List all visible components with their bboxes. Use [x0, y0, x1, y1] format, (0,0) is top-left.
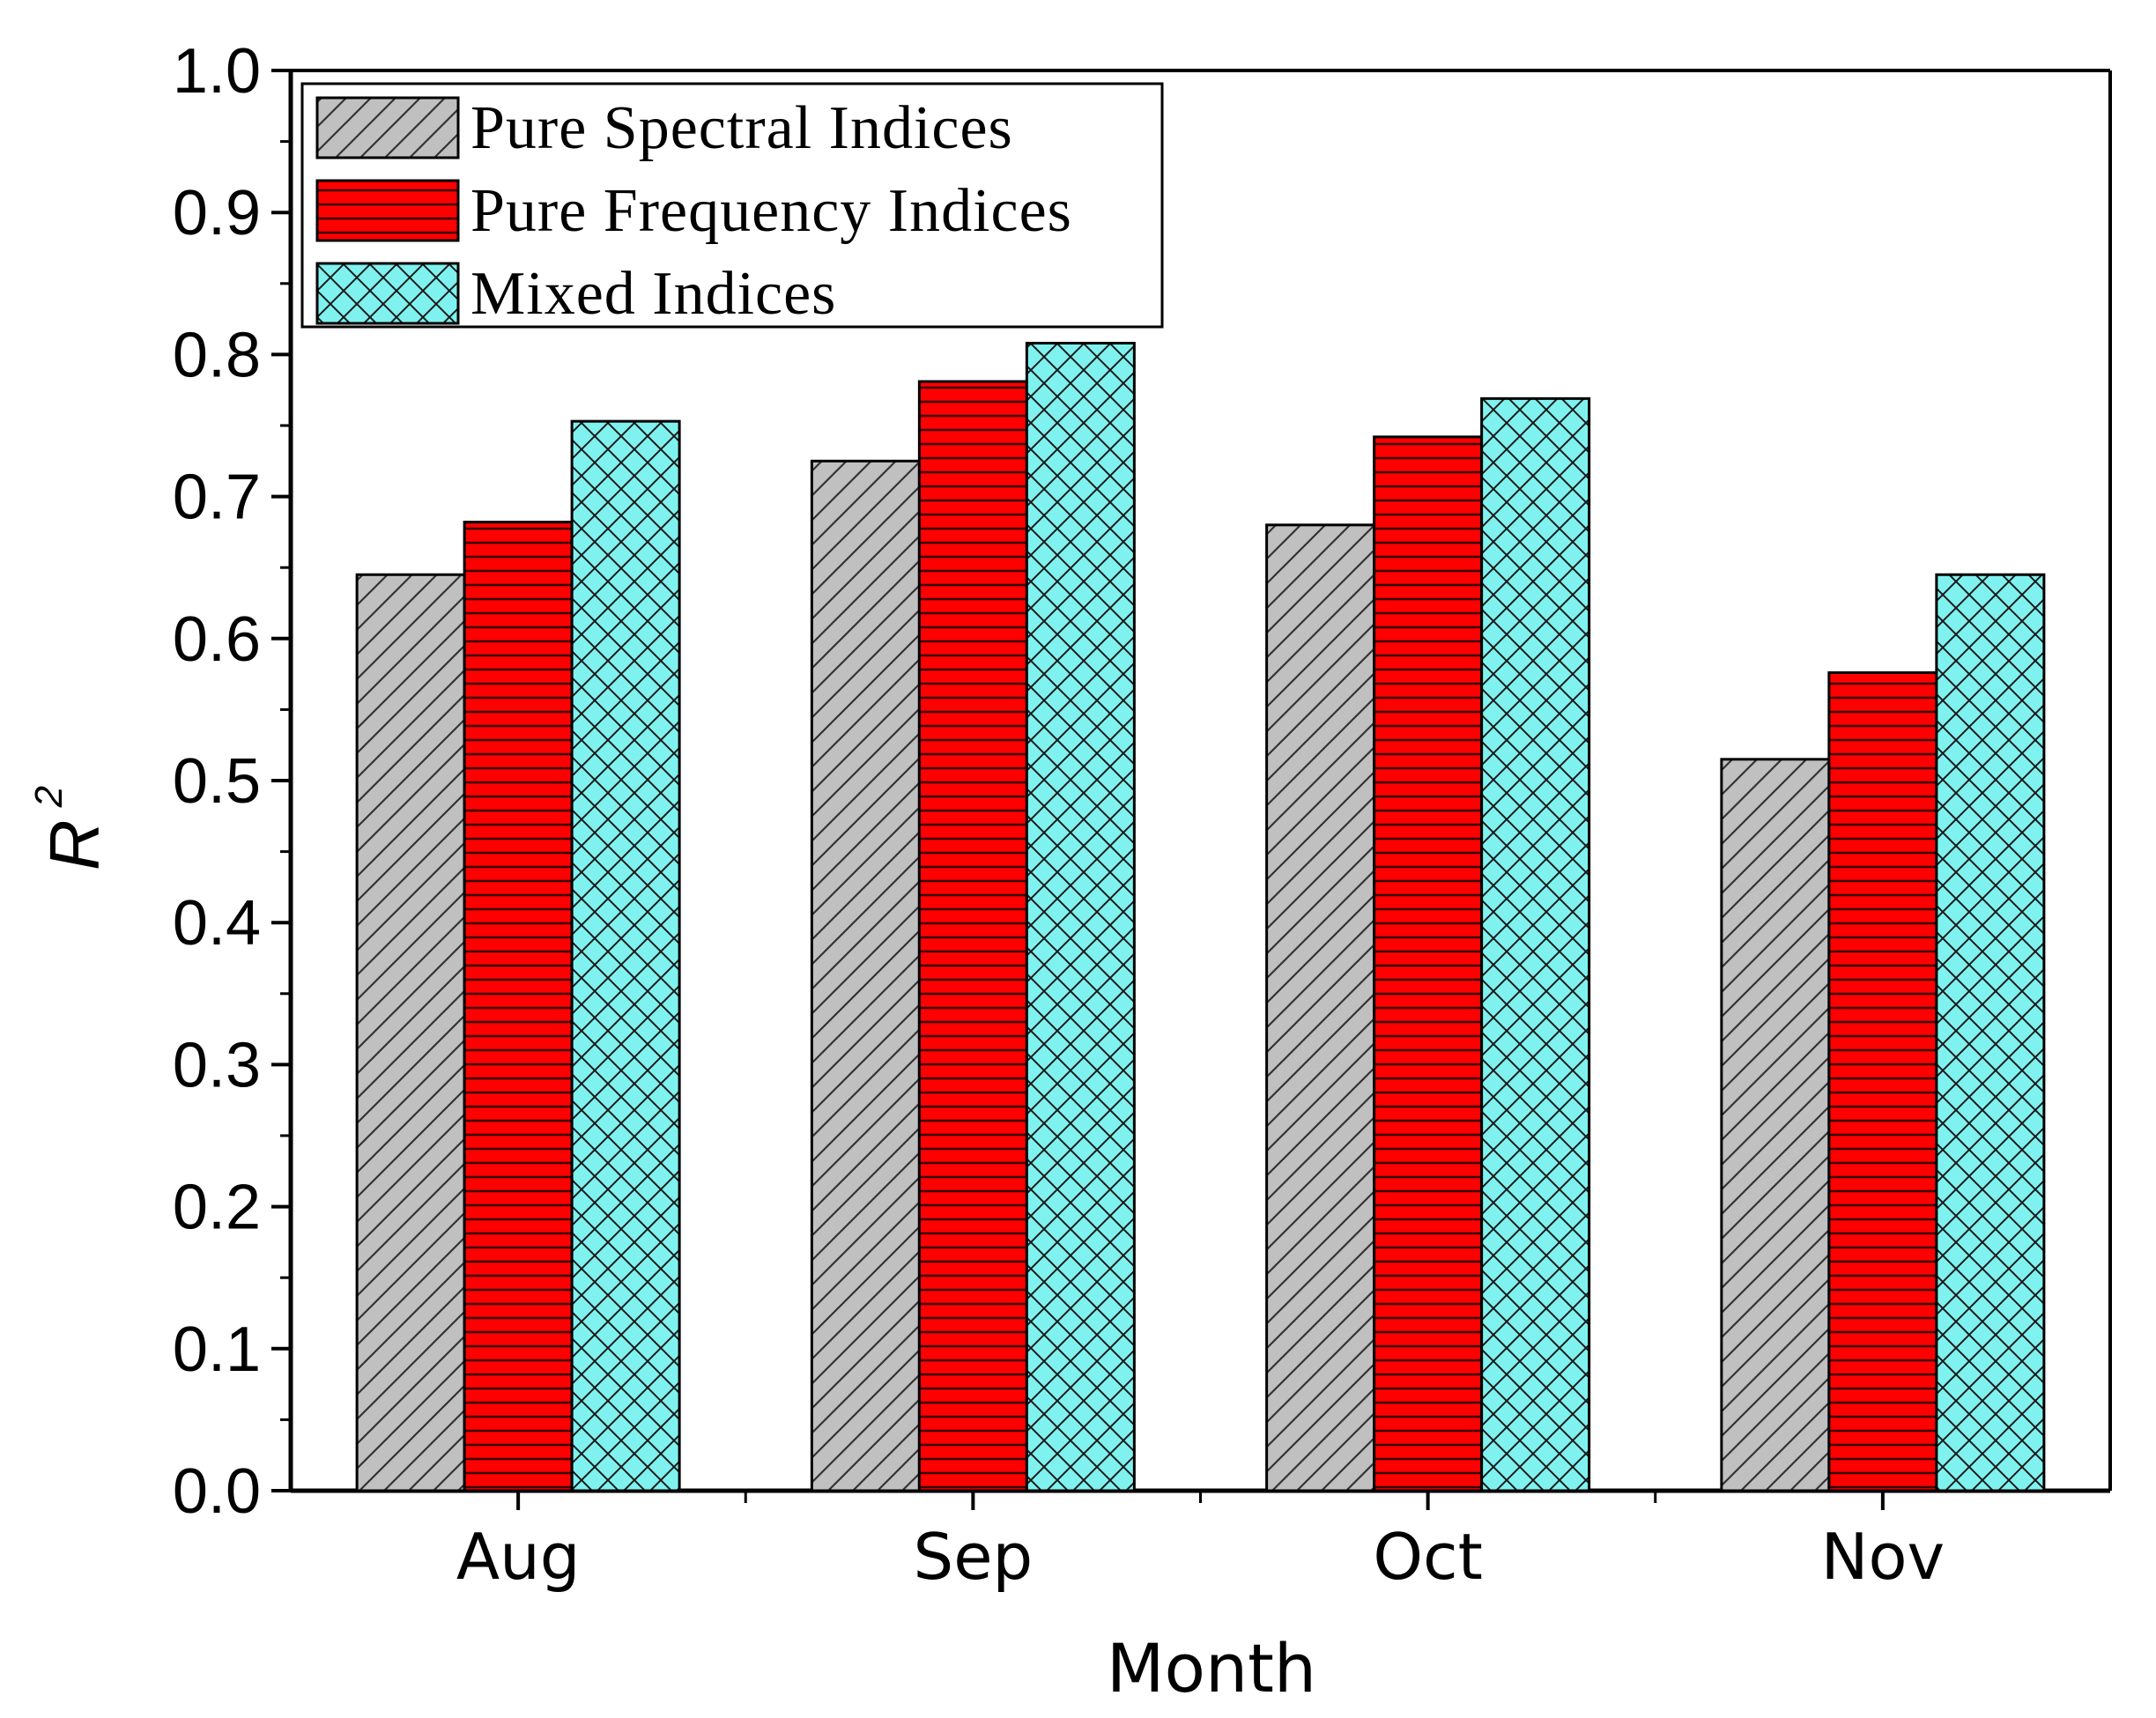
- y-tick-label: 0.1: [173, 1314, 261, 1385]
- x-axis-ticks: Aug Sep Oct Nov: [456, 1491, 1945, 1594]
- bar-nov-series-2: [1827, 670, 1938, 1492]
- legend-swatch: [315, 179, 460, 242]
- legend-swatch: [315, 96, 460, 159]
- y-axis-title-text: R2: [27, 786, 114, 870]
- y-axis-title-superscript: 2: [27, 786, 70, 808]
- y-tick-label: 0.9: [173, 178, 261, 248]
- bar-aug-series-1: [355, 573, 466, 1492]
- y-axis-title: R2: [27, 786, 114, 870]
- y-tick-label: 0.8: [173, 320, 261, 390]
- bars: [355, 342, 2046, 1492]
- bar-oct-series-2: [1373, 435, 1484, 1492]
- bar-nov-series-1: [1720, 758, 1831, 1492]
- x-axis-title: Month: [1107, 1629, 1316, 1707]
- bar-sep-series-3: [1025, 342, 1136, 1492]
- bar-oct-series-1: [1265, 523, 1376, 1492]
- y-axis-ticks: 0.0 0.1 0.2 0.3 0.4 0.5 0.6 0.7 0.8 0.9 1.0: [173, 36, 291, 1527]
- bar-nov-series-3: [1935, 573, 2046, 1492]
- legend-swatch: [315, 262, 460, 325]
- y-tick-label: 0.4: [173, 888, 261, 959]
- x-tick-label: Sep: [914, 1520, 1034, 1594]
- bar-oct-series-3: [1480, 396, 1591, 1492]
- legend-label: Mixed Indices: [470, 260, 836, 328]
- y-tick-label: 0.6: [173, 604, 261, 675]
- y-tick-label: 1.0: [173, 36, 261, 107]
- y-axis-title-main: R: [35, 819, 114, 870]
- legend-label: Pure Spectral Indices: [470, 94, 1013, 162]
- y-tick-label: 0.7: [173, 463, 261, 533]
- y-tick-label: 0.3: [173, 1030, 261, 1100]
- bar-aug-series-2: [463, 521, 574, 1492]
- x-tick-label: Nov: [1821, 1520, 1945, 1594]
- legend-label: Pure Frequency Indices: [470, 177, 1072, 245]
- y-tick-label: 0.0: [173, 1456, 261, 1527]
- x-tick-label: Aug: [456, 1520, 581, 1594]
- bar-aug-series-3: [570, 419, 681, 1492]
- bar-sep-series-2: [917, 380, 1028, 1492]
- x-tick-label: Oct: [1373, 1520, 1483, 1594]
- bar-sep-series-1: [810, 459, 921, 1492]
- y-tick-label: 0.2: [173, 1173, 261, 1243]
- legend: Pure Spectral Indices Pure Frequency Indi…: [300, 82, 1164, 329]
- y-tick-label: 0.5: [173, 746, 261, 817]
